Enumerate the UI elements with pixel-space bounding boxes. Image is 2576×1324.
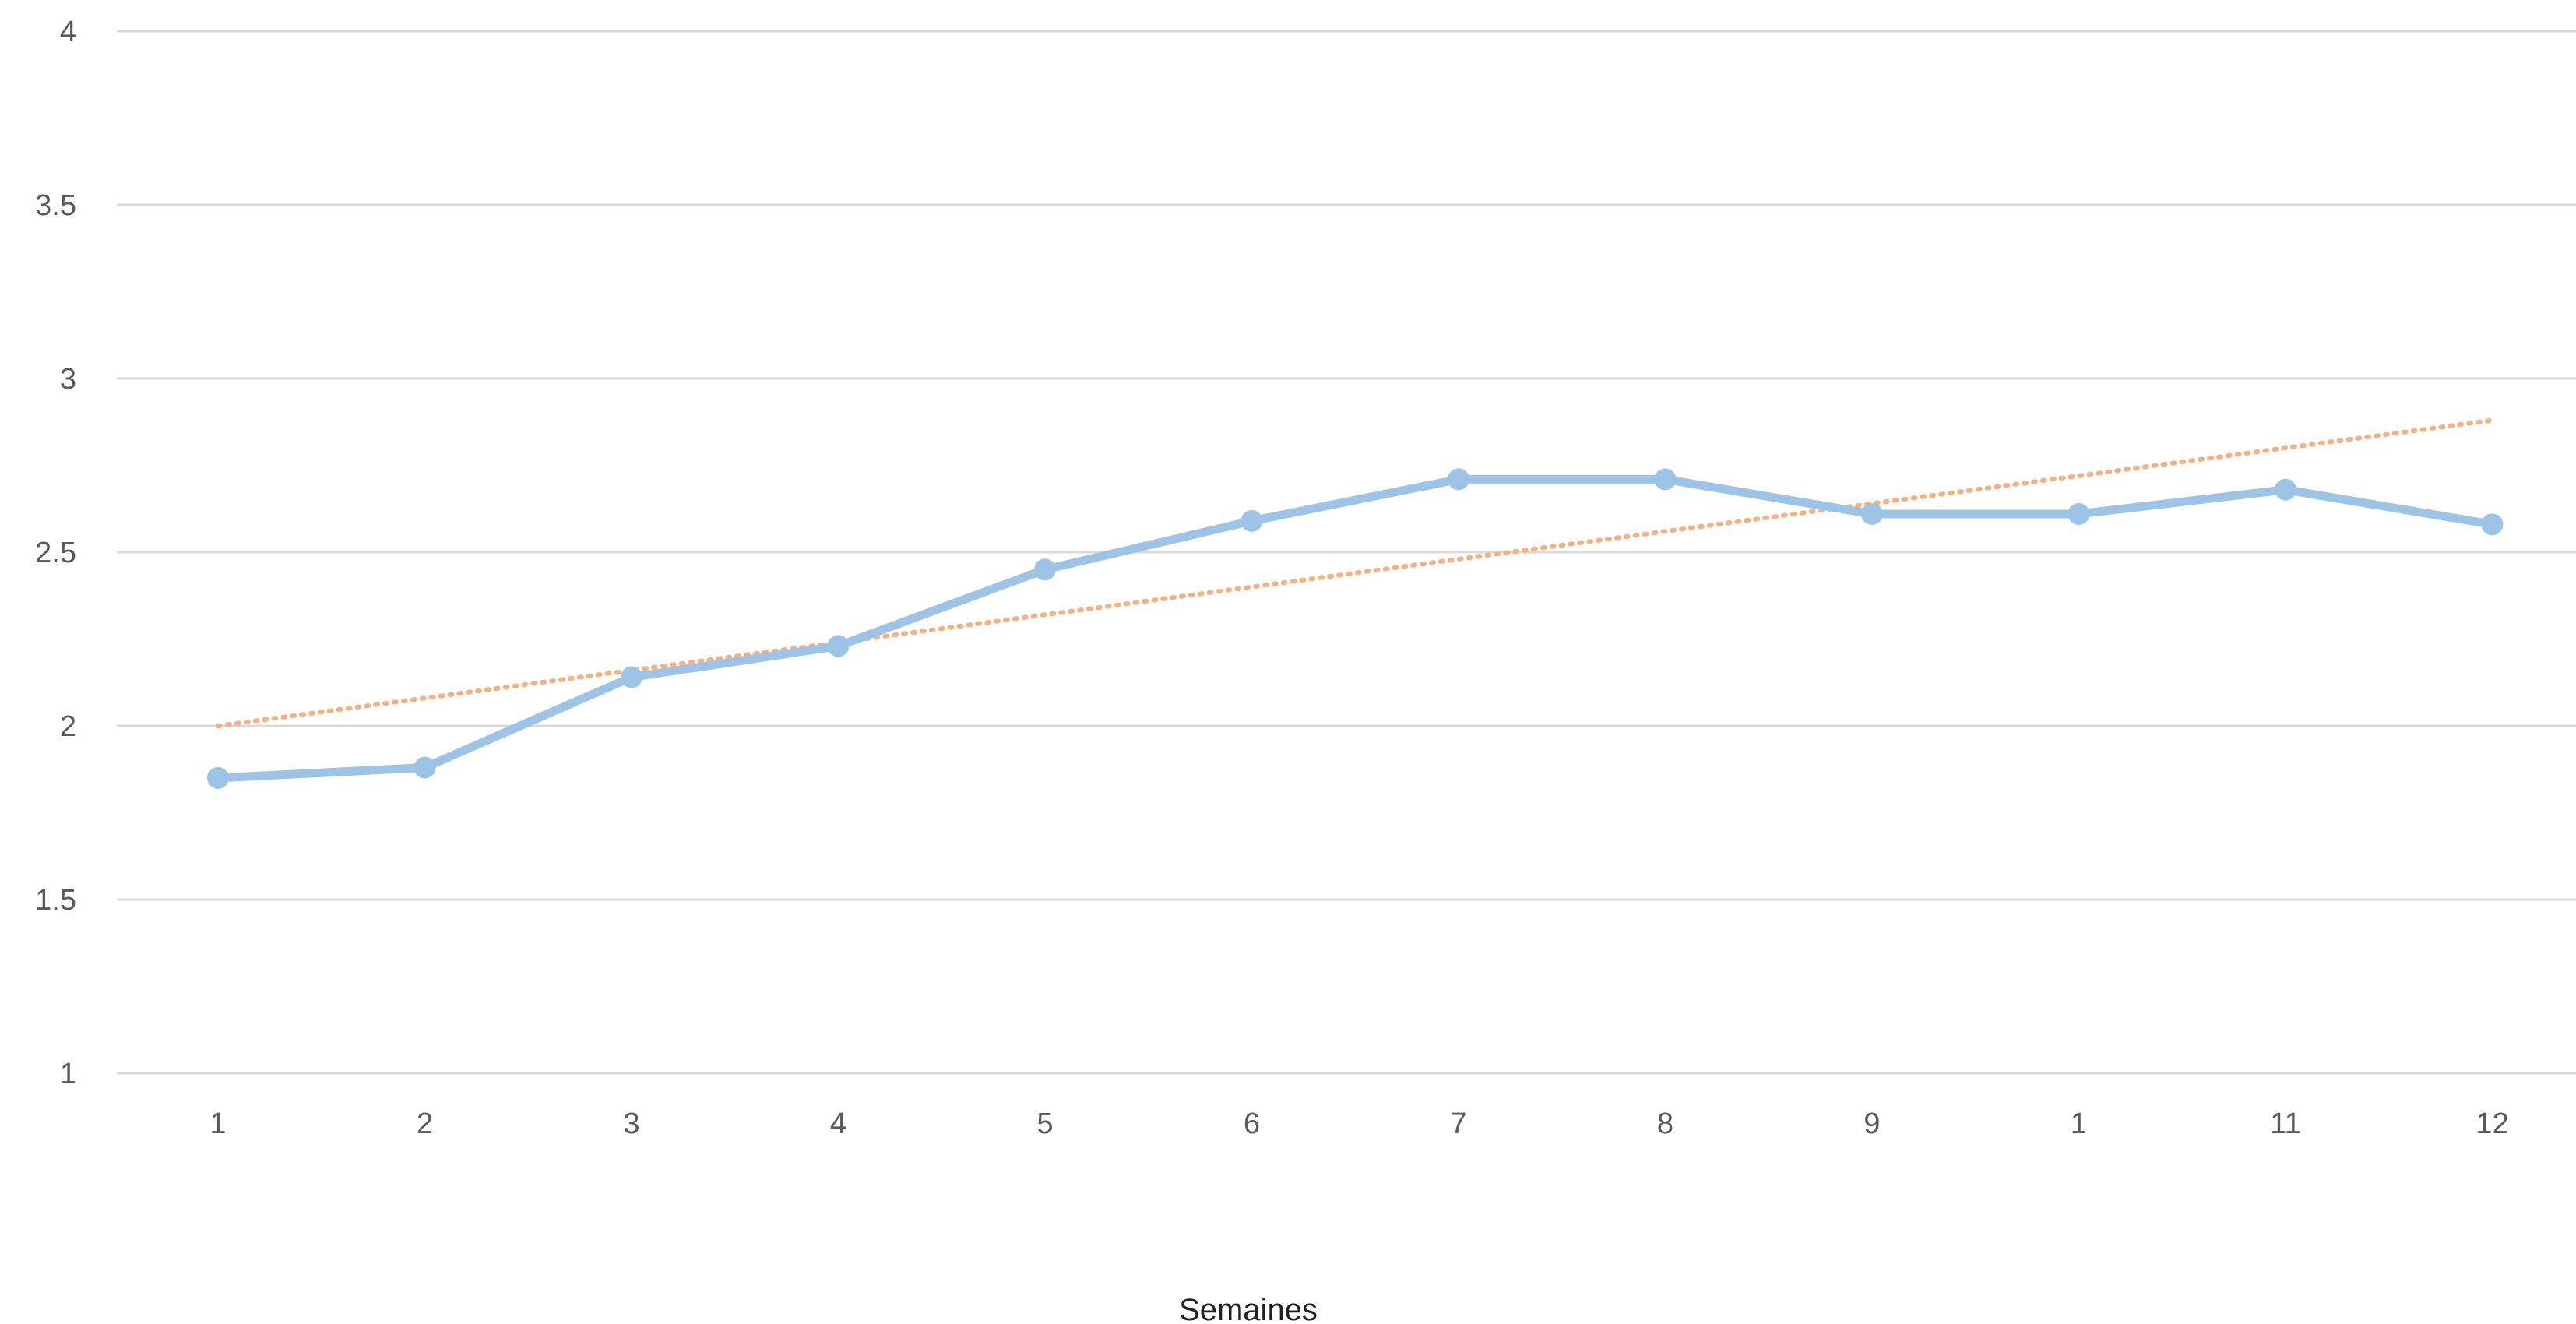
x-tick-label: 1 [2071, 1107, 2087, 1140]
data-point [1240, 509, 1263, 532]
x-tick-label: 1 [209, 1107, 226, 1140]
data-point [621, 666, 642, 688]
data-point [1034, 558, 1056, 581]
x-tick-label: 4 [830, 1107, 846, 1140]
y-tick-label: 3.5 [35, 189, 76, 222]
y-tick-label: 4 [60, 16, 76, 48]
series-line [213, 474, 2497, 783]
data-point [1654, 468, 1677, 491]
x-tick-label: 9 [1863, 1107, 1880, 1140]
data-point [207, 766, 229, 789]
trendline-layer [216, 417, 2495, 728]
y-tick-label: 2.5 [35, 537, 76, 569]
x-tick-label: 11 [2270, 1107, 2300, 1140]
x-tick-label: 8 [1657, 1107, 1673, 1140]
x-tick-label: 7 [1450, 1107, 1466, 1140]
series-layer [207, 468, 2504, 789]
data-point [413, 756, 436, 779]
y-tick-label: 2 [60, 710, 76, 743]
trendline [216, 417, 2495, 728]
x-tick-label: 6 [1244, 1107, 1260, 1140]
data-point [1448, 468, 1469, 491]
x-tick-label: 12 [2476, 1107, 2508, 1140]
x-tick-label: 2 [417, 1107, 433, 1140]
x-axis-title: Semaines [1179, 1293, 1318, 1324]
data-point [2481, 513, 2504, 536]
y-tick-label: 1.5 [35, 884, 76, 917]
data-point [1861, 502, 1883, 525]
x-tick-label: 3 [623, 1107, 639, 1140]
x-axis-ticks: 1 2 3 4 5 6 7 8 9 1 11 12 [209, 1107, 2508, 1140]
data-point [2067, 502, 2090, 525]
x-tick-label: 5 [1036, 1107, 1053, 1140]
y-tick-label: 3 [60, 363, 76, 396]
gridlines [117, 30, 2576, 1075]
data-point [827, 635, 850, 657]
y-tick-label: 1 [60, 1058, 76, 1090]
data-point [2275, 478, 2296, 501]
y-axis-ticks: 1 1.5 2 2.5 3 3.5 4 [35, 16, 76, 1090]
